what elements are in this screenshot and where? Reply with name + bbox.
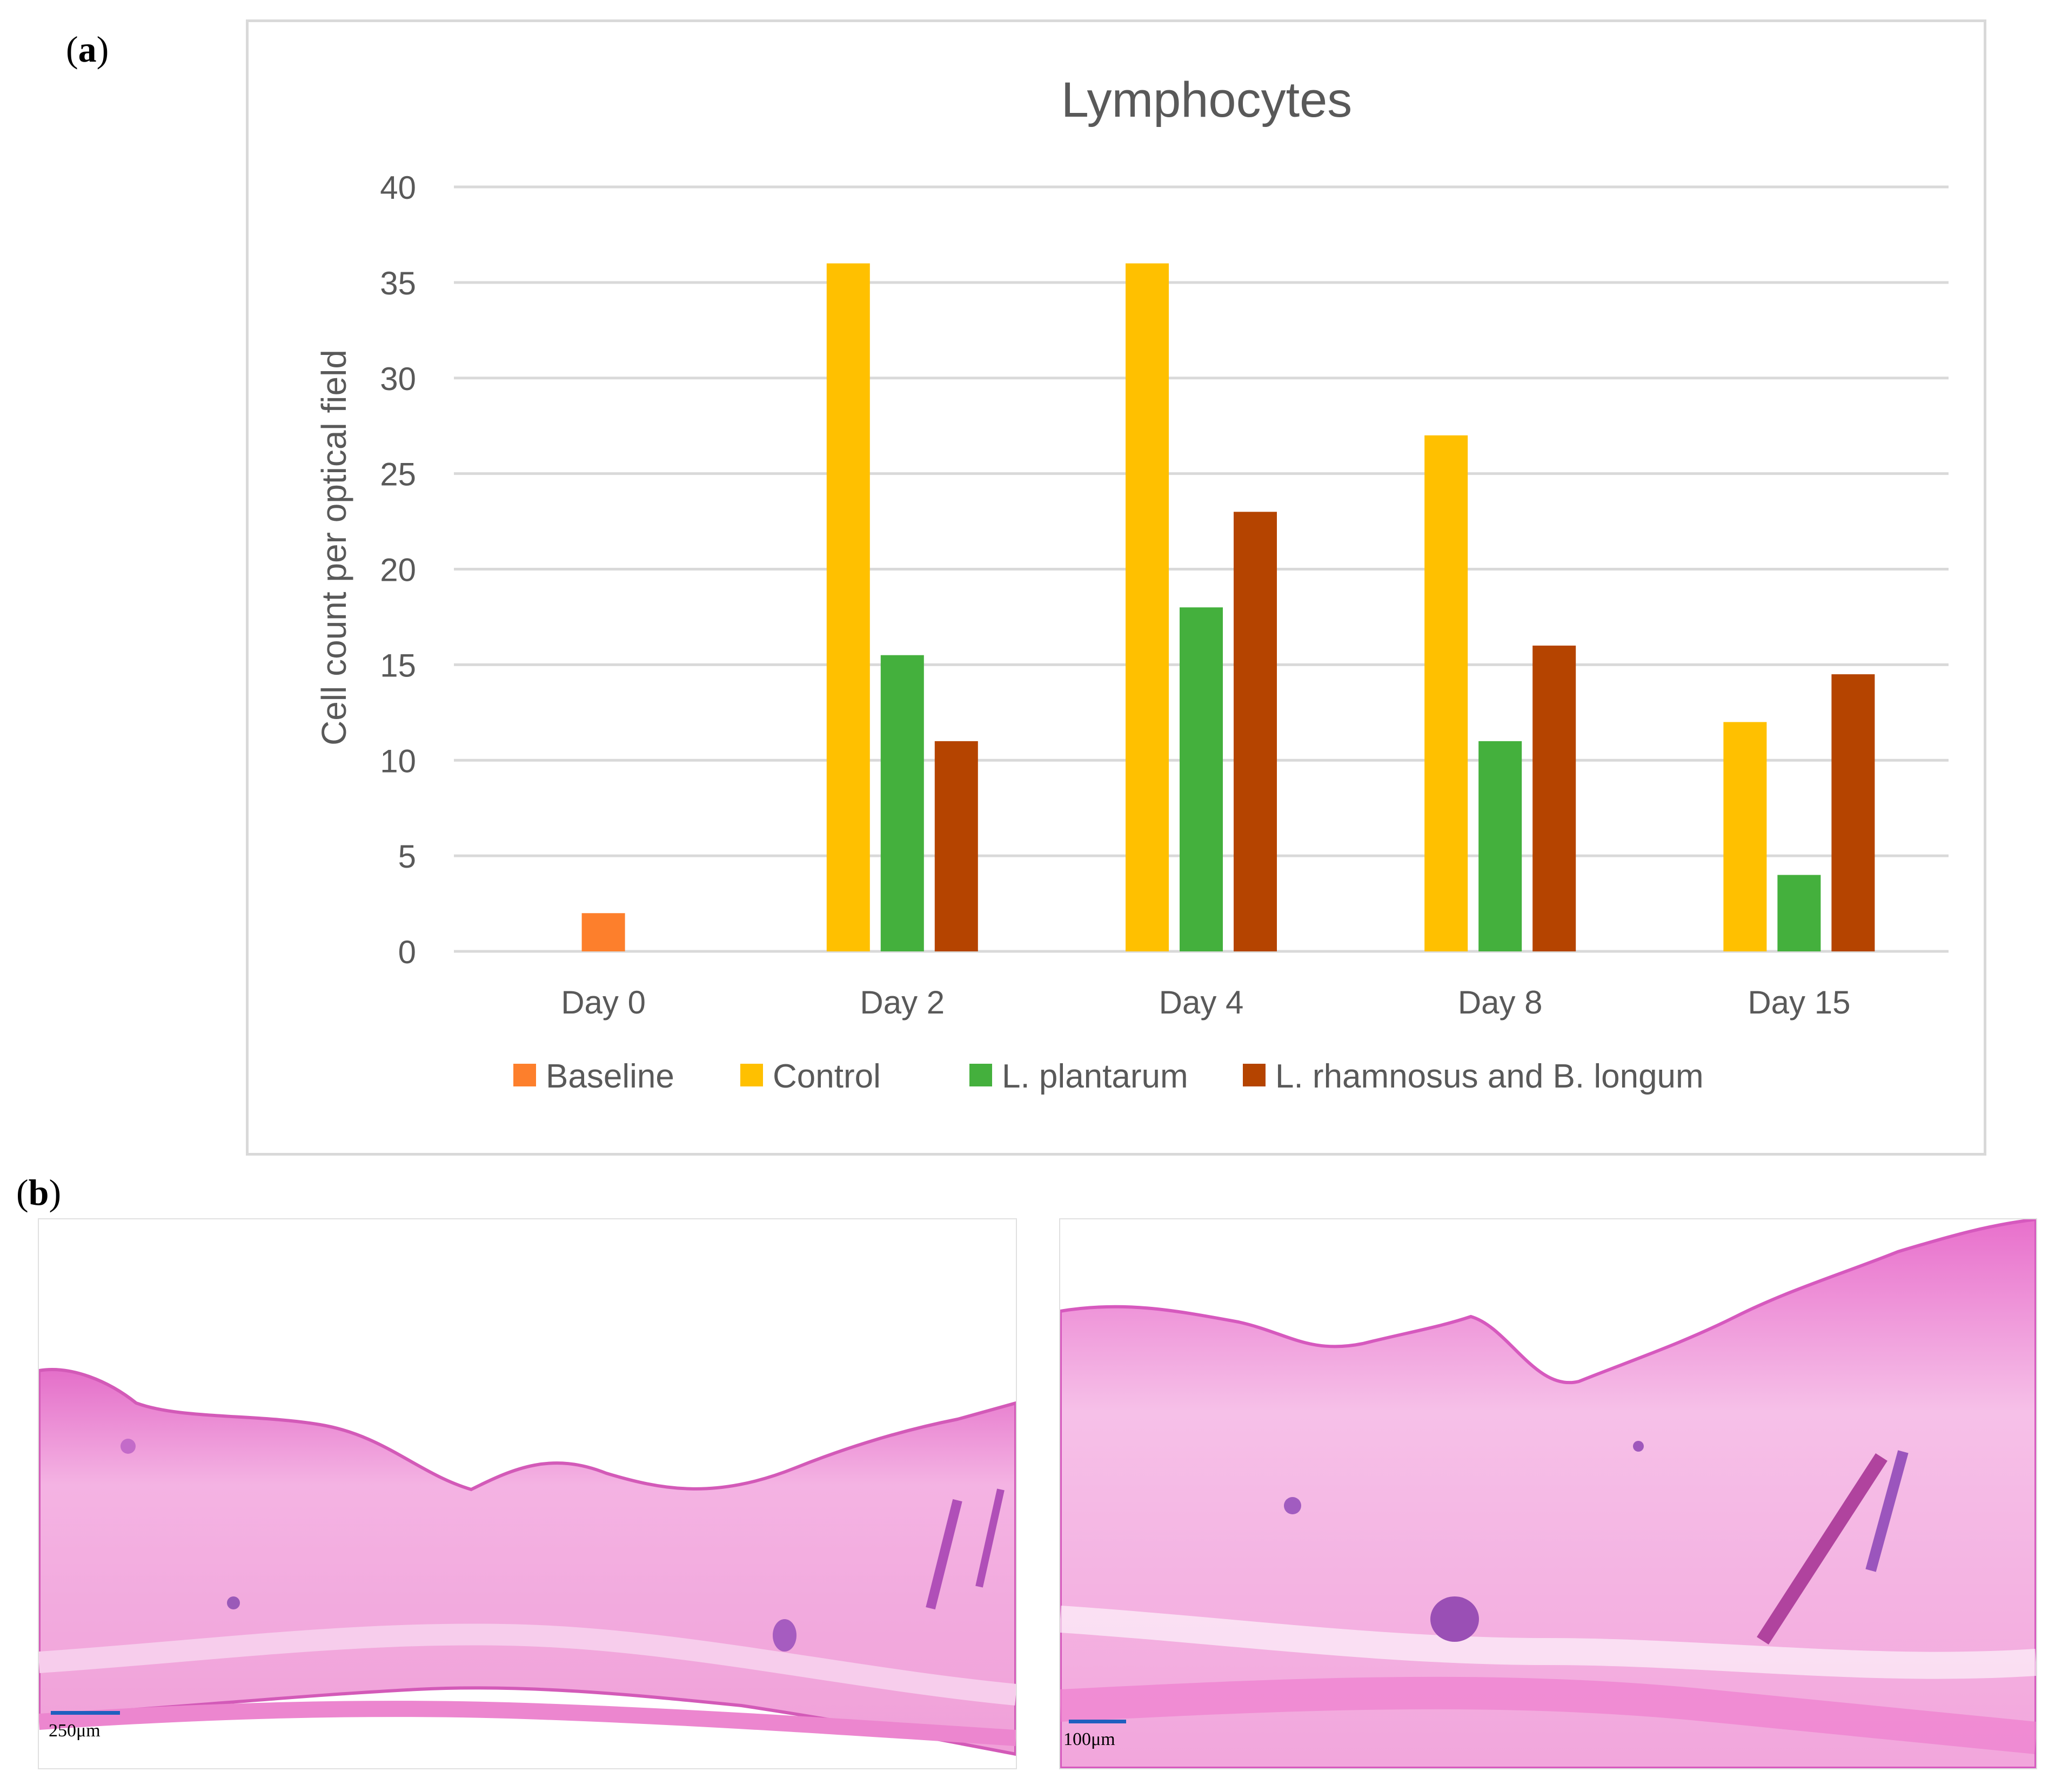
y-tick-label: 0 xyxy=(398,934,416,970)
legend-swatch xyxy=(1243,1064,1266,1086)
bar-l-plantarum-day-4 xyxy=(1180,607,1223,951)
legend-label: L. plantarum xyxy=(1002,1058,1188,1095)
y-tick-label: 30 xyxy=(380,361,416,397)
y-tick-label: 5 xyxy=(398,838,416,875)
legend-swatch xyxy=(969,1064,992,1086)
y-tick-label: 20 xyxy=(380,552,416,588)
legend-label: L. rhamnosus and B. longum xyxy=(1275,1058,1704,1095)
legend-label: Baseline xyxy=(546,1058,674,1095)
tissue-section-left xyxy=(39,1368,1016,1756)
bar-l-rhamnosus-and-b-longum-day-8 xyxy=(1532,646,1576,951)
bar-baseline-day-0 xyxy=(581,913,625,951)
tissue-section-right xyxy=(1060,1219,2036,1768)
bar-control-day-15 xyxy=(1723,722,1767,951)
scale-bar-left xyxy=(51,1711,120,1715)
bar-l-plantarum-day-15 xyxy=(1777,875,1821,951)
y-tick-label: 10 xyxy=(380,743,416,779)
y-tick-label: 15 xyxy=(380,647,416,683)
bar-l-plantarum-day-8 xyxy=(1478,741,1522,951)
lymphocytes-bar-chart: Lymphocytes 0 5 10 15 20 25 30 35 40 Cell count pe… xyxy=(314,72,1949,1095)
x-tick-label: Day 8 xyxy=(1458,984,1543,1021)
bar-control-day-8 xyxy=(1424,435,1468,951)
micrograph-left: 250μm xyxy=(38,1218,1017,1769)
scale-label-left: 250μm xyxy=(49,1721,101,1741)
y-axis-label: Cell count per optical field xyxy=(314,350,353,746)
x-tick-label: Day 15 xyxy=(1748,984,1850,1021)
x-tick-label: Day 4 xyxy=(1159,984,1244,1021)
y-tick-label: 35 xyxy=(380,265,416,301)
bar-l-plantarum-day-2 xyxy=(880,655,924,951)
bar-control-day-2 xyxy=(826,263,870,951)
panel-b-label: (b) xyxy=(16,1172,62,1213)
bar-l-rhamnosus-and-b-longum-day-4 xyxy=(1234,512,1277,951)
chart-panel: Lymphocytes 0 5 10 15 20 25 30 35 40 Cell count pe… xyxy=(246,19,1986,1156)
x-tick-label: Day 2 xyxy=(860,984,945,1021)
legend-swatch xyxy=(740,1064,763,1086)
bar-l-rhamnosus-and-b-longum-day-2 xyxy=(934,741,978,951)
y-tick-label: 25 xyxy=(380,457,416,493)
y-tick-label: 40 xyxy=(380,170,416,206)
legend-swatch xyxy=(513,1064,536,1086)
panel-a-label: (a) xyxy=(66,29,109,70)
scale-bar-right xyxy=(1069,1720,1126,1723)
bar-l-rhamnosus-and-b-longum-day-15 xyxy=(1831,674,1875,951)
scale-label-right: 100μm xyxy=(1063,1729,1115,1749)
micrograph-right: 100μm xyxy=(1059,1218,2037,1769)
chart-title: Lymphocytes xyxy=(1061,72,1353,127)
x-tick-label: Day 0 xyxy=(561,984,646,1021)
legend-label: Control xyxy=(773,1058,881,1095)
bar-control-day-4 xyxy=(1126,263,1169,951)
